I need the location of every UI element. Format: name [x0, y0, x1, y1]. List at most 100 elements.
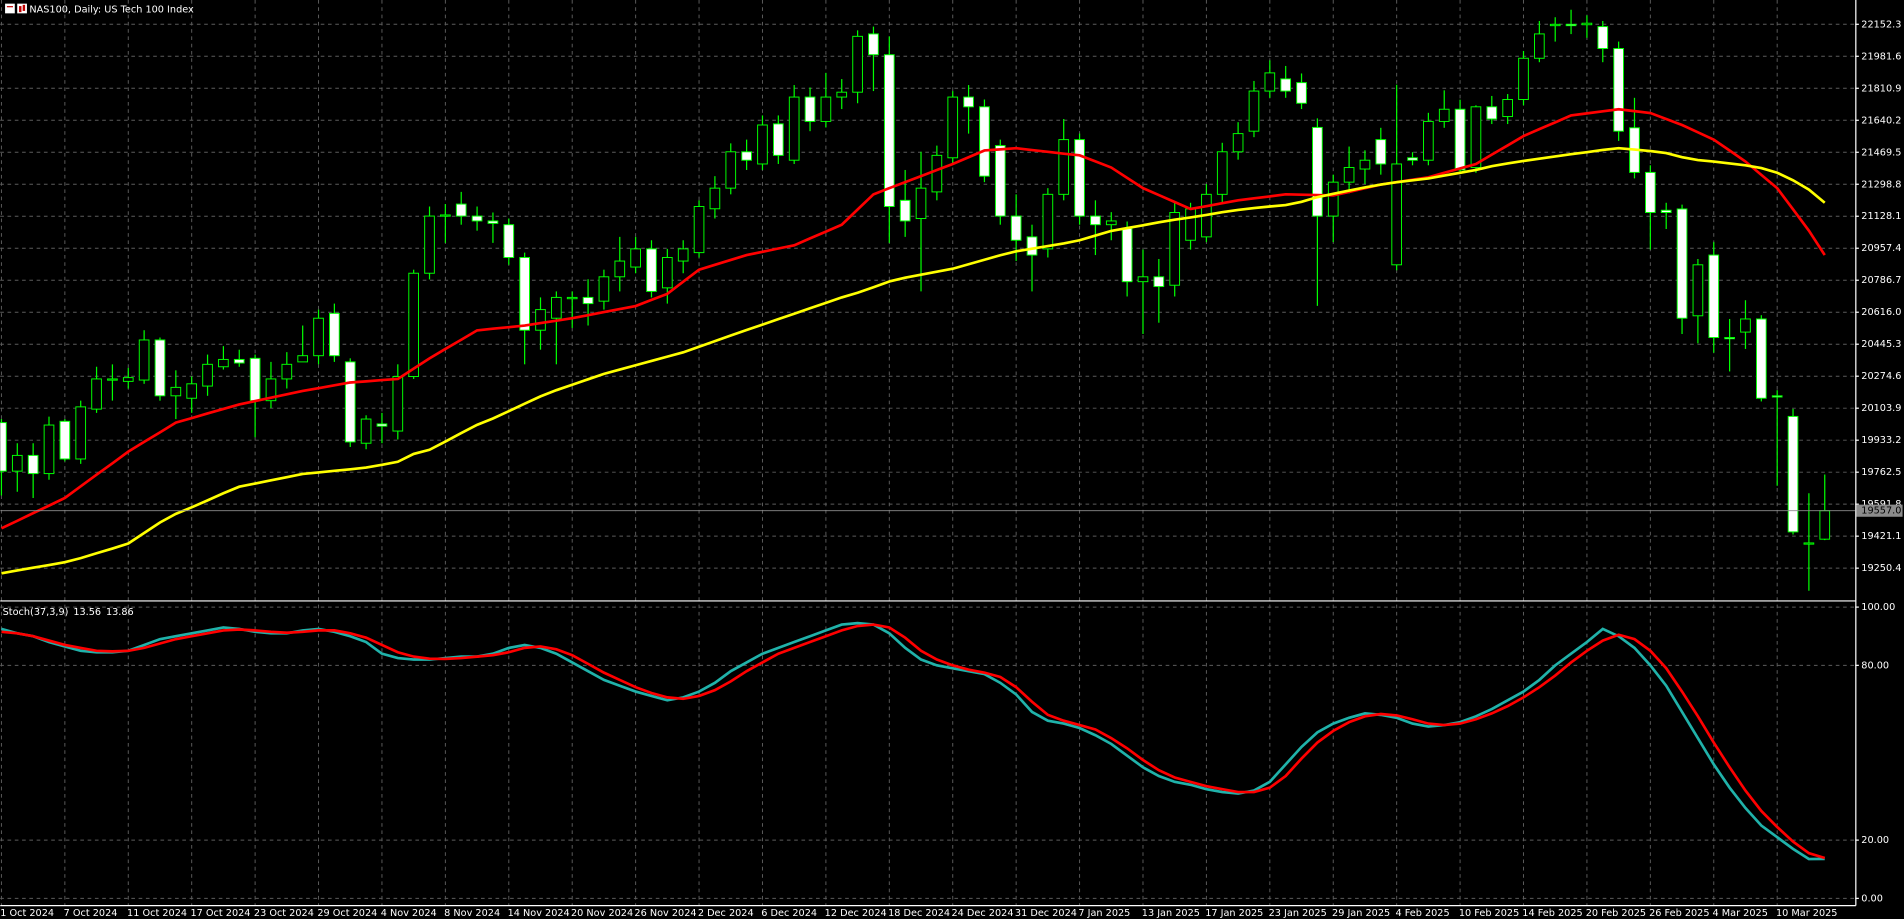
- x-tick-label: 7 Jan 2025: [1078, 908, 1130, 919]
- candle-body: [1074, 139, 1085, 217]
- candle-body: [883, 54, 895, 208]
- candle-body: [1327, 181, 1339, 217]
- candle-body: [122, 377, 134, 382]
- candle-body: [27, 454, 39, 475]
- candle-body: [757, 124, 768, 165]
- x-tick-label: 7 Oct 2024: [64, 908, 118, 919]
- x-tick-label: 23 Jan 2025: [1269, 908, 1327, 919]
- candle-body: [788, 96, 800, 161]
- candle-body: [186, 383, 198, 399]
- candle-body: [1216, 151, 1228, 195]
- candle-body: [1280, 78, 1292, 92]
- candle-body: [1407, 157, 1418, 161]
- candle-body: [1597, 26, 1609, 50]
- y-tick-label: 20.00: [1861, 835, 1889, 846]
- x-tick-label: 8 Nov 2024: [444, 908, 500, 919]
- candle-body: [0, 422, 7, 472]
- candle-body: [1803, 542, 1815, 545]
- candle-body: [218, 358, 229, 368]
- x-tick-label: 13 Jan 2025: [1142, 908, 1200, 919]
- x-tick-label: 20 Nov 2024: [571, 908, 633, 919]
- candle-body: [265, 378, 277, 402]
- candle-body: [1486, 106, 1498, 120]
- candle-body: [1296, 82, 1307, 104]
- candle-body: [566, 296, 578, 300]
- x-tick-label: 18 Dec 2024: [888, 908, 950, 919]
- stoch-pane: [1, 621, 1826, 861]
- x-tick-label: 10 Mar 2025: [1776, 908, 1838, 919]
- candle-body: [741, 151, 752, 161]
- candle-body: [487, 220, 499, 224]
- candle-body: [1692, 264, 1704, 317]
- candle-body: [1660, 209, 1672, 213]
- y-tick-label: 80.00: [1861, 660, 1889, 671]
- x-tick-label: 20 Feb 2025: [1586, 908, 1646, 919]
- icon: [22, 4, 26, 11]
- line: [1, 623, 1826, 860]
- candle-body: [233, 358, 245, 364]
- candle-body: [376, 423, 388, 427]
- x-tick-label: 14 Nov 2024: [508, 908, 570, 919]
- y-tick-label: 21640.2: [1861, 115, 1901, 126]
- x-tick-label: 17 Oct 2024: [190, 908, 250, 919]
- candle-body: [1645, 171, 1656, 213]
- candle-body: [1708, 254, 1720, 339]
- candle-body: [1454, 108, 1466, 171]
- candle-body: [297, 355, 309, 363]
- y-tick-label: 20103.9: [1861, 403, 1901, 414]
- candle-body: [91, 378, 102, 410]
- indicator-name: Stoch(37,3,9): [3, 607, 69, 618]
- candle-body: [1755, 318, 1767, 399]
- y-tick-label: 21128.1: [1861, 211, 1901, 222]
- candle-body: [344, 361, 356, 443]
- candle-body: [107, 378, 118, 381]
- y-tick-label: 21298.8: [1861, 179, 1901, 190]
- icon: [17, 3, 27, 14]
- candle-body: [804, 96, 816, 122]
- y-tick-label: 21981.6: [1861, 51, 1901, 62]
- candle-body: [1010, 215, 1022, 241]
- candle-body: [979, 106, 990, 177]
- candle-body: [1740, 318, 1751, 333]
- candle-body: [1121, 227, 1133, 283]
- candle-body: [1391, 163, 1403, 266]
- candle-body: [1518, 57, 1529, 100]
- candle-body: [1185, 208, 1196, 241]
- x-tick-label: 4 Feb 2025: [1395, 908, 1449, 919]
- y-tick-label: 20616.0: [1861, 307, 1901, 318]
- x-tick-label: 12 Dec 2024: [825, 908, 887, 919]
- candle-body: [963, 96, 974, 108]
- x-tick-label: 14 Feb 2025: [1522, 908, 1582, 919]
- last-price-box: [1856, 504, 1903, 517]
- x-tick-label: 6 Dec 2024: [761, 908, 817, 919]
- x-tick-label: 26 Nov 2024: [634, 908, 696, 919]
- icon: [19, 6, 22, 13]
- candle-body: [1058, 139, 1070, 195]
- candle-body: [281, 363, 293, 380]
- x-tick-label: 4 Mar 2025: [1713, 908, 1768, 919]
- candle-body: [1534, 33, 1545, 59]
- candle-body: [1423, 120, 1434, 161]
- candle-body: [1042, 193, 1054, 250]
- candle-body: [1359, 159, 1371, 170]
- x-tick-label: 29 Jan 2025: [1332, 908, 1390, 919]
- candle-body: [1105, 220, 1117, 226]
- x-tick-label: 17 Jan 2025: [1205, 908, 1263, 919]
- candle-body: [1565, 23, 1577, 27]
- moving-average: [0, 107, 1826, 530]
- candle-body: [598, 276, 610, 302]
- y-tick-label: 100.00: [1861, 602, 1895, 613]
- indicator-value: 13.56: [73, 607, 101, 618]
- candle-body: [471, 215, 483, 222]
- candle-body: [677, 248, 689, 262]
- candle-body: [947, 96, 959, 159]
- candle-body: [551, 296, 562, 319]
- candle-body: [1264, 72, 1276, 92]
- candle-body: [772, 123, 784, 156]
- candle-body: [1819, 510, 1831, 540]
- candle-body: [1787, 415, 1799, 533]
- y-tick-label: 19421.1: [1861, 531, 1901, 542]
- candle-body: [646, 248, 657, 292]
